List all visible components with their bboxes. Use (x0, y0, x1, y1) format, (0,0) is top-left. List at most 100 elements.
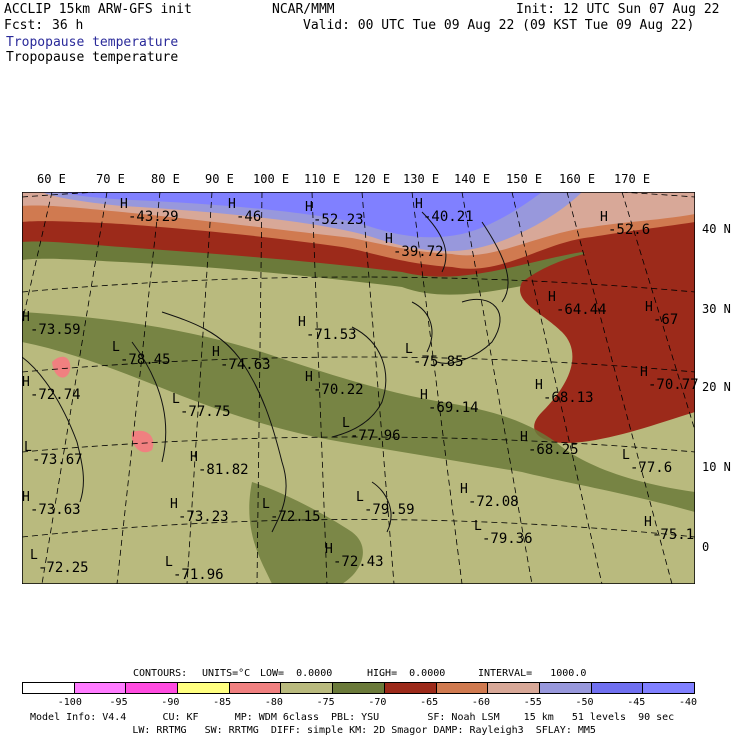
color-bin (125, 683, 178, 693)
latitude-line (22, 276, 695, 293)
color-bin (228, 683, 281, 693)
color-bin (383, 683, 436, 693)
shading-band-central-minus70 (22, 312, 695, 512)
high-marker: H (228, 197, 236, 212)
high-marker: H (305, 370, 313, 385)
extremum-value: -78.45 (120, 352, 171, 368)
extremum-value: -52.23 (313, 212, 364, 228)
longitude-line (186, 192, 213, 584)
high-marker: H (645, 300, 653, 315)
high-marker: H (460, 482, 468, 497)
low-marker: L (172, 392, 180, 407)
extremum-value: -68.25 (528, 442, 579, 458)
coastline-manchuria (421, 211, 447, 273)
coastline-philippines (371, 481, 392, 533)
extremum-value: -75.85 (413, 354, 464, 370)
high-marker: H (644, 515, 652, 530)
high-marker: H (22, 490, 30, 505)
color-bin (23, 683, 74, 693)
lat-label: 40 N (702, 222, 731, 236)
latitude-line (22, 436, 695, 453)
color-bin (435, 683, 488, 693)
high-marker: H (415, 197, 423, 212)
lon-label: 160 E (559, 172, 596, 186)
color-bin (538, 683, 591, 693)
low-marker: L (24, 440, 32, 455)
high-marker: H (420, 388, 428, 403)
model-title: ACCLIP 15km ARW-GFS init (4, 2, 192, 17)
lat-label: 20 N (702, 380, 731, 394)
graticule-latitude (22, 192, 695, 538)
extremum-value: -79.59 (364, 502, 415, 518)
longitude-line (311, 192, 328, 584)
extremum-value: -73.59 (30, 322, 81, 338)
coastline-india (22, 356, 84, 503)
high-marker: H (640, 365, 648, 380)
extremum-value: -73.23 (178, 509, 229, 525)
forecast-label: Fcst: (4, 18, 44, 33)
extremum-value: -72.15 (270, 509, 321, 525)
extremum-value: -72.74 (30, 387, 81, 403)
color-bin (73, 683, 126, 693)
longitude-line (566, 192, 673, 584)
color-scale-tick-label: -60 (471, 697, 490, 708)
lat-label: 10 N (702, 460, 731, 474)
color-scale-tick-label: -75 (316, 697, 335, 708)
low-marker: L (405, 342, 413, 357)
lon-label: 60 E (37, 172, 66, 186)
low-marker: L (342, 416, 350, 431)
shading-band-minus45 (62, 192, 542, 238)
extremum-value: -71.96 (173, 567, 224, 583)
tropopause-temperature-map (22, 192, 695, 584)
extremum-value: -40.21 (423, 209, 474, 225)
low-marker: L (474, 519, 482, 534)
high-marker: H (305, 200, 313, 215)
shading-band-eastern-minus65 (520, 245, 695, 443)
graticule-longitude (22, 192, 695, 584)
lon-label: 90 E (205, 172, 234, 186)
low-marker: L (262, 497, 270, 512)
color-scale-tick-label: -40 (679, 697, 698, 708)
border-line (131, 341, 167, 463)
extremum-value: -77.75 (180, 404, 231, 420)
contours-label: CONTOURS: (133, 668, 188, 679)
lon-label: 120 E (354, 172, 391, 186)
high-marker: H (520, 430, 528, 445)
lon-label: 130 E (403, 172, 440, 186)
color-bin (642, 683, 694, 693)
color-scale-bar (22, 682, 695, 694)
high-marker: H (325, 542, 333, 557)
extremum-value: -43.29 (128, 209, 179, 225)
extremum-value: -67 (653, 312, 679, 328)
shading-patch-minus80 (131, 430, 154, 453)
color-scale-tick-label: -95 (109, 697, 128, 708)
high-marker: H (535, 378, 543, 393)
high-marker: H (298, 315, 306, 330)
color-bin (177, 683, 229, 693)
extremum-value: -70.22 (313, 382, 364, 398)
color-scale-tick-label: -80 (264, 697, 283, 708)
extremum-value: -72.25 (38, 560, 89, 576)
coastline-indochina (161, 311, 287, 533)
longitude-line (361, 192, 395, 584)
extremum-value: -70.77 (648, 377, 699, 393)
field-title-1: Tropopause temperature (6, 35, 179, 50)
color-scale-tick-label: -100 (57, 697, 82, 708)
latitude-line (22, 356, 695, 373)
high-marker: H (548, 290, 556, 305)
longitude-line (116, 192, 161, 584)
extremum-value: -81.82 (198, 462, 249, 478)
lon-label: 170 E (614, 172, 651, 186)
high-marker: H (22, 310, 30, 325)
longitude-line (621, 192, 695, 432)
extremum-value: -46 (236, 209, 262, 225)
lon-label: 80 E (151, 172, 180, 186)
coastline-japan (436, 298, 501, 364)
color-bin (280, 683, 333, 693)
high-marker: H (190, 450, 198, 465)
extremum-value: -77.6 (630, 460, 673, 476)
extremum-value: -73.67 (32, 452, 83, 468)
low-marker: L (356, 490, 364, 505)
latitude-line (22, 519, 695, 538)
longitude-line (461, 192, 533, 584)
